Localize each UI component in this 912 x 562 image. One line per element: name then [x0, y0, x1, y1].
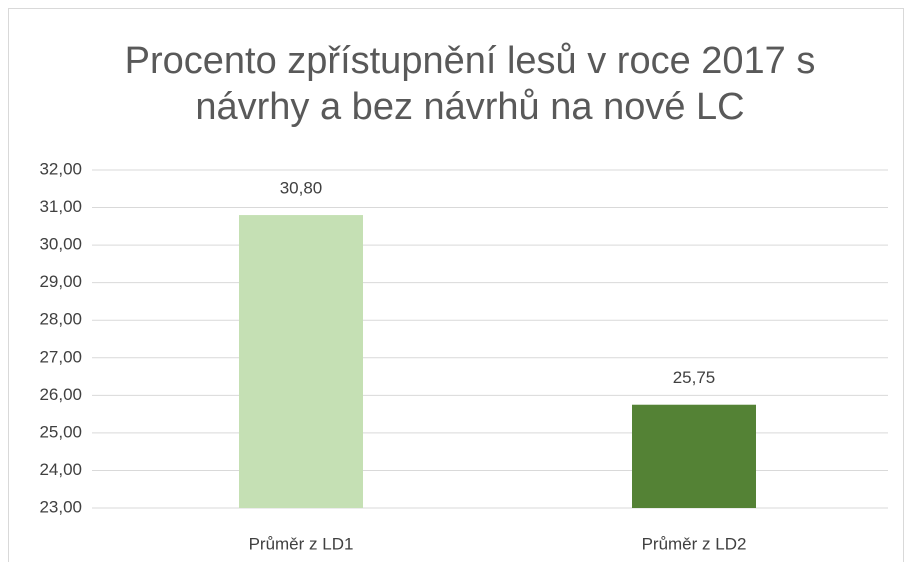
value-label: 25,75	[673, 368, 716, 387]
y-tick-label: 24,00	[39, 460, 82, 479]
chart-title: Procento zpřístupnění lesů v roce 2017 s…	[124, 40, 816, 128]
y-tick-label: 25,00	[39, 422, 82, 441]
y-tick-label: 26,00	[39, 385, 82, 404]
bar	[632, 404, 756, 508]
bar	[239, 215, 363, 509]
y-tick-label: 29,00	[39, 272, 82, 291]
y-tick-label: 32,00	[39, 159, 82, 178]
y-tick-label: 23,00	[39, 497, 82, 516]
x-tick-label: Průměr z LD1	[249, 534, 354, 553]
chart-border	[8, 8, 904, 562]
y-tick-label: 30,00	[39, 235, 82, 254]
y-tick-label: 28,00	[39, 310, 82, 329]
x-tick-label: Průměr z LD2	[642, 534, 747, 553]
value-label: 30,80	[280, 179, 323, 198]
y-tick-label: 31,00	[39, 197, 82, 216]
y-tick-label: 27,00	[39, 347, 82, 366]
